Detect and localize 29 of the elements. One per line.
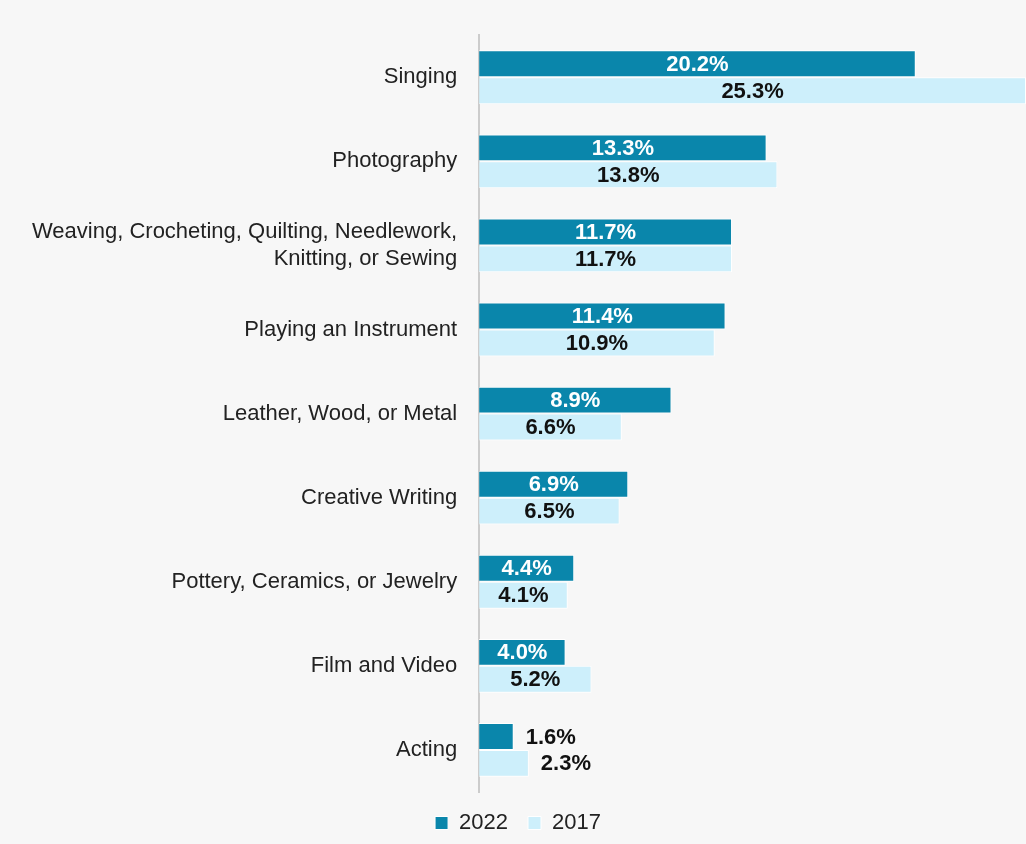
data-label: 6.9% bbox=[528, 471, 579, 497]
data-label: 13.3% bbox=[591, 134, 655, 160]
y-tick-label: Film and Video bbox=[310, 651, 458, 677]
data-label: 5.2% bbox=[510, 666, 561, 692]
y-tick-label: Pottery, Ceramics, or Jewelry bbox=[171, 567, 458, 593]
y-tick-label: Creative Writing bbox=[301, 483, 458, 509]
data-label: 25.3% bbox=[721, 77, 784, 103]
data-label: 13.8% bbox=[597, 161, 660, 187]
y-tick-label: Weaving, Crocheting, Quilting, Needlework, Knitting, or Sewing bbox=[31, 218, 458, 270]
data-label: 6.5% bbox=[524, 498, 575, 524]
data-label: 4.4% bbox=[501, 555, 552, 581]
y-tick-label: Photography bbox=[332, 147, 458, 173]
legend-label: 2022 bbox=[459, 809, 509, 835]
data-label: 1.6% bbox=[525, 723, 576, 749]
data-label: 11.7% bbox=[575, 245, 637, 271]
data-label: 4.0% bbox=[497, 639, 548, 665]
data-label: 4.1% bbox=[498, 582, 549, 608]
data-label: 10.9% bbox=[565, 330, 629, 356]
y-tick-label: Playing an Instrument bbox=[244, 315, 458, 341]
data-label: 8.9% bbox=[550, 387, 601, 413]
data-label: 11.4% bbox=[571, 303, 633, 329]
data-label: 2.3% bbox=[540, 750, 591, 776]
data-label: 11.7% bbox=[575, 219, 637, 245]
y-tick-label: Leather, Wood, or Metal bbox=[222, 399, 458, 425]
data-label: 20.2% bbox=[666, 50, 729, 76]
data-label: 6.6% bbox=[525, 414, 576, 440]
y-tick-label: Acting bbox=[395, 736, 458, 762]
legend-label: 2017 bbox=[552, 809, 601, 835]
y-tick-label: Singing bbox=[383, 63, 458, 89]
